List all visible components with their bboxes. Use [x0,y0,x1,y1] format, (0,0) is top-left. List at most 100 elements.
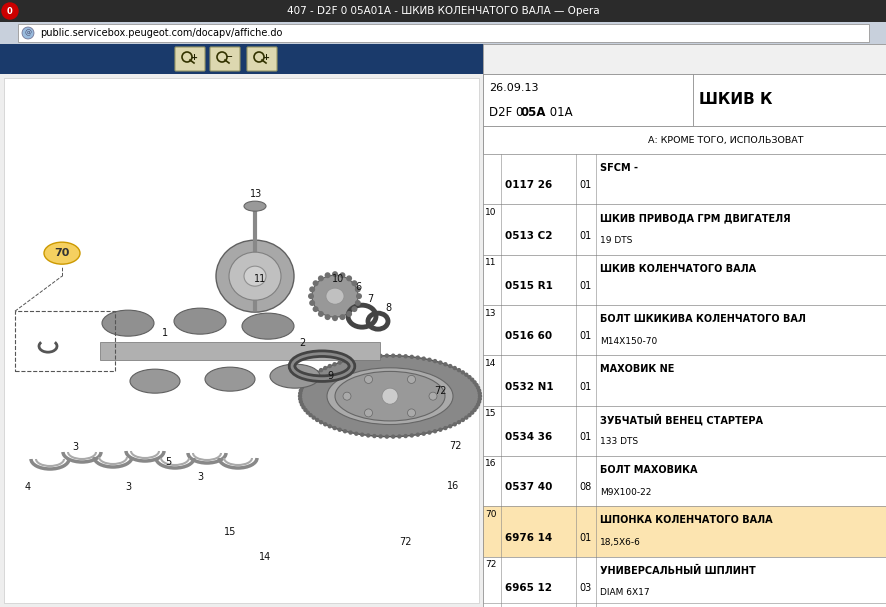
Circle shape [477,397,481,401]
Circle shape [452,366,456,370]
Circle shape [308,413,313,418]
Circle shape [478,394,482,398]
FancyBboxPatch shape [246,47,276,71]
Circle shape [2,3,18,19]
Circle shape [343,392,351,400]
Circle shape [339,272,345,278]
Circle shape [447,364,452,368]
Text: 0117 26: 0117 26 [504,180,552,190]
Circle shape [327,364,331,368]
Circle shape [429,392,437,400]
Circle shape [472,408,477,412]
Circle shape [331,271,338,277]
Ellipse shape [174,308,226,334]
Text: SFCM -: SFCM - [599,163,637,173]
Circle shape [477,399,481,404]
Circle shape [456,368,461,372]
Text: 19 DTS: 19 DTS [599,236,632,245]
Circle shape [385,435,389,439]
Text: @: @ [25,30,32,36]
Ellipse shape [242,313,293,339]
Ellipse shape [130,369,180,393]
Circle shape [452,422,456,427]
Text: ШПОНКА КОЛЕНЧАТОГО ВАЛА: ШПОНКА КОЛЕНЧАТОГО ВАЛА [599,515,772,526]
Circle shape [307,293,314,299]
Circle shape [403,354,408,359]
Bar [100,342,379,360]
Circle shape [360,356,364,360]
Circle shape [312,306,318,312]
Circle shape [432,359,437,363]
Text: 5: 5 [165,457,171,467]
Circle shape [354,300,361,306]
Circle shape [378,434,383,439]
Circle shape [407,409,415,417]
Text: 72: 72 [433,386,446,396]
Text: 13: 13 [250,189,262,199]
Circle shape [474,383,478,387]
Text: public.servicebox.peugeot.com/docapv/affiche.do: public.servicebox.peugeot.com/docapv/aff… [40,28,282,38]
Text: 0534 36: 0534 36 [504,432,552,442]
Text: 01: 01 [579,382,591,392]
Ellipse shape [44,242,80,264]
Circle shape [391,435,395,439]
Circle shape [339,314,345,320]
Text: 10: 10 [485,208,496,217]
Circle shape [354,287,361,293]
Ellipse shape [312,275,358,317]
Circle shape [416,432,420,437]
Text: 01: 01 [579,532,591,543]
Circle shape [460,418,464,422]
Text: 3: 3 [125,482,131,492]
Text: 14: 14 [259,552,271,562]
Circle shape [351,280,357,287]
Text: 0532 N1: 0532 N1 [504,382,553,392]
Circle shape [403,434,408,438]
Text: 0537 40: 0537 40 [504,482,552,492]
Text: 72: 72 [399,537,411,547]
Circle shape [475,385,479,390]
Circle shape [360,432,364,437]
Text: 0513 C2: 0513 C2 [504,231,552,240]
Bar [0,44,483,74]
Circle shape [303,380,307,384]
Circle shape [342,359,346,363]
Bar [0,22,886,44]
Circle shape [306,378,309,382]
Circle shape [348,430,353,435]
Text: ШКИВ КОЛЕНЧАТОГО ВАЛА: ШКИВ КОЛЕНЧАТОГО ВАЛА [599,264,755,274]
Ellipse shape [216,240,293,312]
Circle shape [372,434,377,438]
Circle shape [474,405,478,410]
Ellipse shape [205,367,254,391]
Bar [483,126,886,154]
Circle shape [309,287,315,293]
Text: 2: 2 [299,338,305,348]
Circle shape [309,300,315,306]
Text: 6976 14: 6976 14 [504,532,552,543]
Bar [483,405,886,456]
FancyBboxPatch shape [175,47,205,71]
Circle shape [315,418,319,422]
Circle shape [318,420,323,424]
Text: ЗУБЧАТЫЙ ВЕНЕЦ СТАРТЕРА: ЗУБЧАТЫЙ ВЕНЕЦ СТАРТЕРА [599,414,762,426]
Text: 6965 12: 6965 12 [504,583,551,593]
Text: 3: 3 [72,442,78,452]
Circle shape [460,370,464,375]
Circle shape [354,356,358,361]
Text: 11: 11 [485,258,496,267]
Circle shape [303,408,307,412]
Circle shape [342,429,346,433]
Circle shape [416,356,420,360]
Text: 01: 01 [579,331,591,341]
Circle shape [318,368,323,372]
Circle shape [317,276,323,282]
Bar [483,205,886,255]
Circle shape [438,427,442,432]
Circle shape [470,378,474,382]
Bar [15,311,115,371]
Text: 10: 10 [331,274,344,284]
Circle shape [301,405,306,410]
Text: M14X150-70: M14X150-70 [599,337,657,346]
Text: 6: 6 [354,282,361,292]
